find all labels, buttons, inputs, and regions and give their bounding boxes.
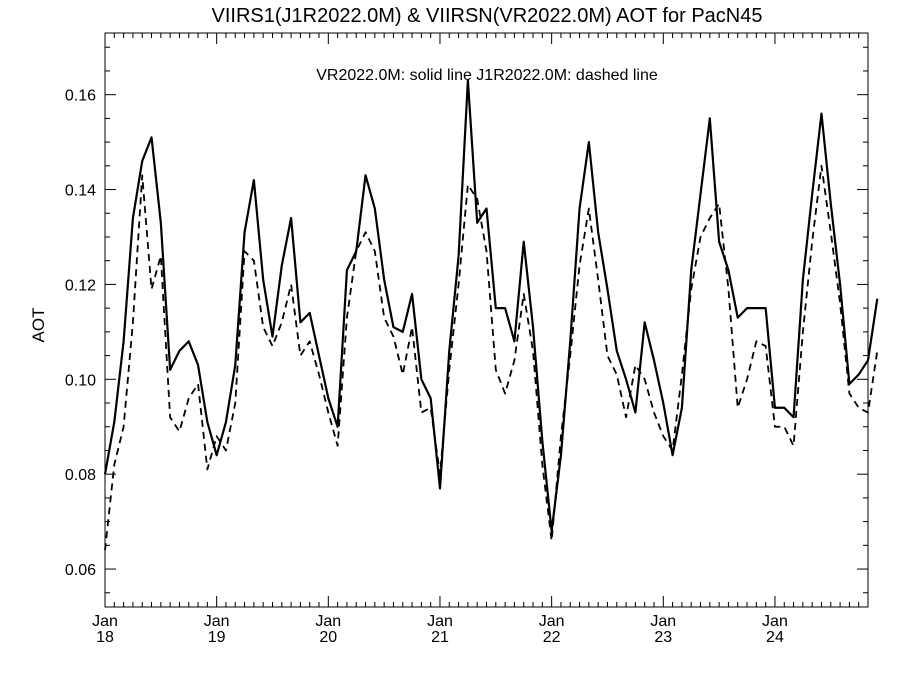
x-tick-label-month: Jan — [650, 613, 676, 630]
x-tick-label-month: Jan — [92, 613, 118, 630]
series-line-dashed — [104, 164, 879, 551]
x-tick-label-month: Jan — [539, 613, 565, 630]
y-tick-label: 0.14 — [65, 183, 96, 200]
x-tick-label-year: 21 — [431, 629, 449, 646]
y-tick-label: 0.12 — [65, 277, 96, 294]
x-tick-label-year: 20 — [319, 629, 337, 646]
plot-frame — [104, 32, 869, 608]
x-tick-label-year: 24 — [766, 629, 784, 646]
x-tick-label-month: Jan — [315, 613, 341, 630]
x-tick-label-month: Jan — [762, 613, 788, 630]
y-tick-label: 0.08 — [65, 467, 96, 484]
x-tick-label-year: 18 — [96, 629, 114, 646]
x-tick-label-month: Jan — [204, 613, 230, 630]
x-tick-label-year: 19 — [208, 629, 226, 646]
y-tick-label: 0.10 — [65, 372, 96, 389]
chart-title: VIIRS1(J1R2022.0M) & VIIRSN(VR2022.0M) A… — [212, 5, 763, 27]
x-tick-label-year: 22 — [543, 629, 561, 646]
series-line-solid — [103, 79, 879, 533]
y-tick-label: 0.06 — [65, 562, 96, 579]
line-style-annotation: VR2022.0M: solid line J1R2022.0M: dashed… — [316, 67, 658, 84]
x-tick-label-year: 23 — [654, 629, 672, 646]
x-tick-label-month: Jan — [427, 613, 453, 630]
plot-area: Jan18Jan19Jan20Jan21Jan22Jan23Jan240.060… — [65, 32, 879, 646]
y-axis-label: AOT — [29, 308, 48, 343]
y-tick-label: 0.16 — [65, 88, 96, 105]
